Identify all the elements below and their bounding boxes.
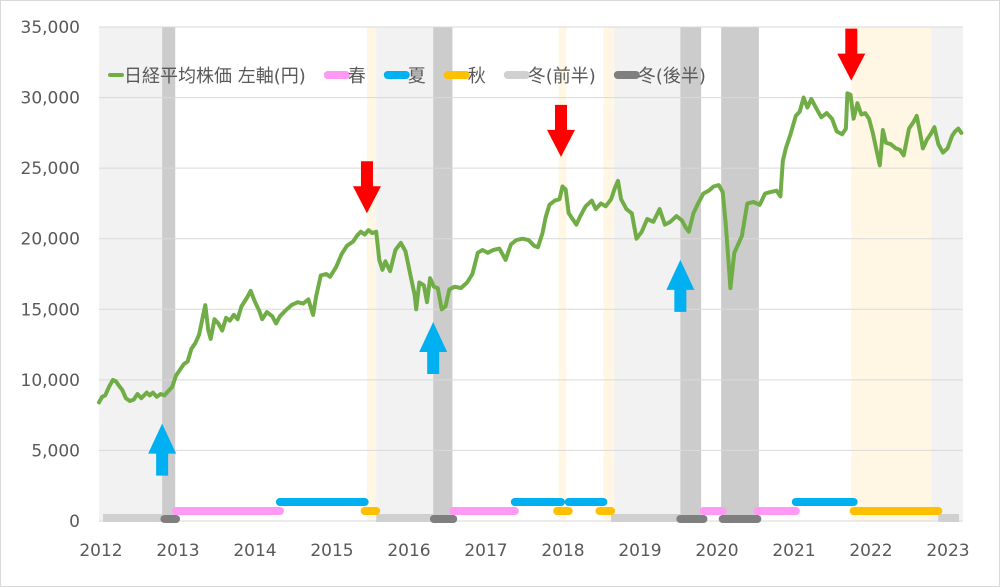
band-autumn bbox=[366, 27, 377, 521]
season-bars bbox=[103, 498, 959, 523]
nikkei-line bbox=[97, 91, 964, 405]
band-winter-second bbox=[433, 27, 453, 521]
gridlines bbox=[99, 26, 963, 522]
signal-arrows bbox=[148, 28, 866, 476]
legend-label-winter-second: 冬(後半) bbox=[638, 66, 706, 87]
arrow-up-icon bbox=[419, 321, 448, 374]
arrow-down-icon bbox=[547, 104, 575, 157]
arrow-down-icon bbox=[352, 161, 381, 214]
x-axis-ticks: 2012 2013 2014 2015 2016 2017 2018 2019 2020 2021… bbox=[79, 541, 969, 561]
legend-label-nikkei: 日経平均株価 左軸(円) bbox=[124, 66, 306, 87]
band-winter-first bbox=[614, 27, 681, 521]
x-tick-label: 2018 bbox=[541, 541, 584, 561]
background-bands bbox=[99, 27, 963, 521]
y-tick-label: 20,000 bbox=[21, 230, 80, 250]
x-tick-label: 2013 bbox=[156, 541, 199, 561]
band-winter-first bbox=[99, 27, 163, 521]
y-tick-label: 5,000 bbox=[31, 441, 80, 461]
x-tick-label: 2022 bbox=[849, 541, 892, 561]
x-tick-label: 2019 bbox=[618, 541, 661, 561]
legend: 日経平均株価 左軸(円) 春 夏 秋 冬(前半) 冬(後半) bbox=[108, 66, 706, 87]
arrow-up-icon bbox=[148, 423, 177, 476]
band-winter-second bbox=[721, 27, 759, 521]
arrow-down-icon bbox=[837, 28, 866, 81]
y-axis-ticks: 0 5,000 10,000 15,000 20,000 25,000 30,000 35,0… bbox=[21, 18, 80, 532]
x-tick-label: 2023 bbox=[926, 541, 969, 561]
band-winter-second bbox=[680, 27, 702, 521]
y-tick-label: 25,000 bbox=[21, 159, 80, 179]
x-tick-label: 2017 bbox=[464, 541, 507, 561]
band-winter-second bbox=[162, 27, 176, 521]
band-autumn bbox=[558, 27, 567, 521]
legend-label-spring: 春 bbox=[348, 66, 366, 87]
band-winter-first bbox=[376, 27, 434, 521]
y-tick-label: 15,000 bbox=[21, 300, 80, 320]
legend-label-autumn: 秋 bbox=[468, 66, 486, 87]
x-tick-label: 2012 bbox=[79, 541, 122, 561]
y-tick-label: 30,000 bbox=[21, 89, 80, 109]
x-tick-label: 2014 bbox=[233, 541, 276, 561]
band-autumn bbox=[603, 27, 615, 521]
band-winter-first bbox=[931, 27, 963, 521]
legend-label-winter-first: 冬(前半) bbox=[528, 66, 596, 87]
x-tick-label: 2021 bbox=[772, 541, 815, 561]
legend-label-summer: 夏 bbox=[408, 66, 426, 87]
x-tick-label: 2020 bbox=[695, 541, 738, 561]
x-tick-label: 2015 bbox=[310, 541, 353, 561]
y-tick-label: 10,000 bbox=[21, 371, 80, 391]
y-tick-label: 35,000 bbox=[21, 18, 80, 38]
band-autumn bbox=[851, 27, 932, 521]
x-tick-label: 2016 bbox=[387, 541, 430, 561]
arrow-up-icon bbox=[666, 259, 695, 312]
y-tick-label: 0 bbox=[69, 512, 80, 532]
